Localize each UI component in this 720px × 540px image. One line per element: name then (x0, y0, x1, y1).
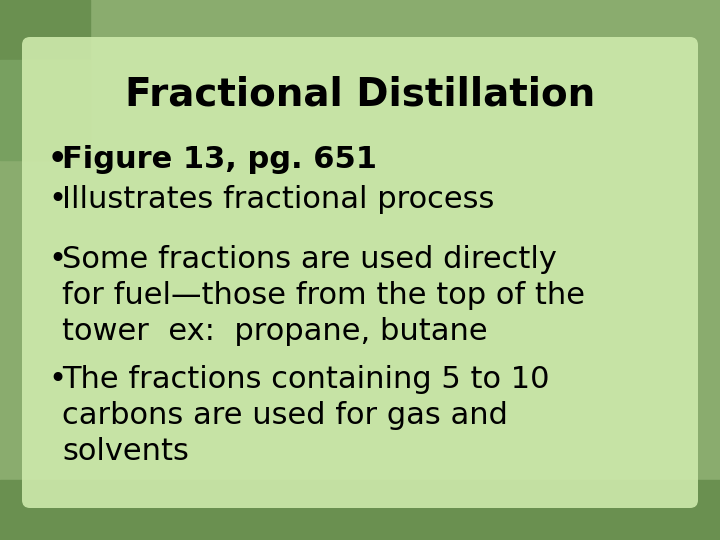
Text: Some fractions are used directly
for fuel—those from the top of the
tower  ex:  : Some fractions are used directly for fue… (62, 245, 585, 346)
Text: •: • (48, 365, 66, 394)
Text: •: • (48, 245, 66, 274)
FancyBboxPatch shape (22, 37, 698, 508)
Text: Fractional Distillation: Fractional Distillation (125, 75, 595, 113)
Text: •: • (48, 145, 68, 174)
Text: Figure 13, pg. 651: Figure 13, pg. 651 (62, 145, 377, 174)
Text: Illustrates fractional process: Illustrates fractional process (62, 185, 495, 214)
Text: The fractions containing 5 to 10
carbons are used for gas and
solvents: The fractions containing 5 to 10 carbons… (62, 365, 549, 466)
Text: •: • (48, 185, 66, 214)
